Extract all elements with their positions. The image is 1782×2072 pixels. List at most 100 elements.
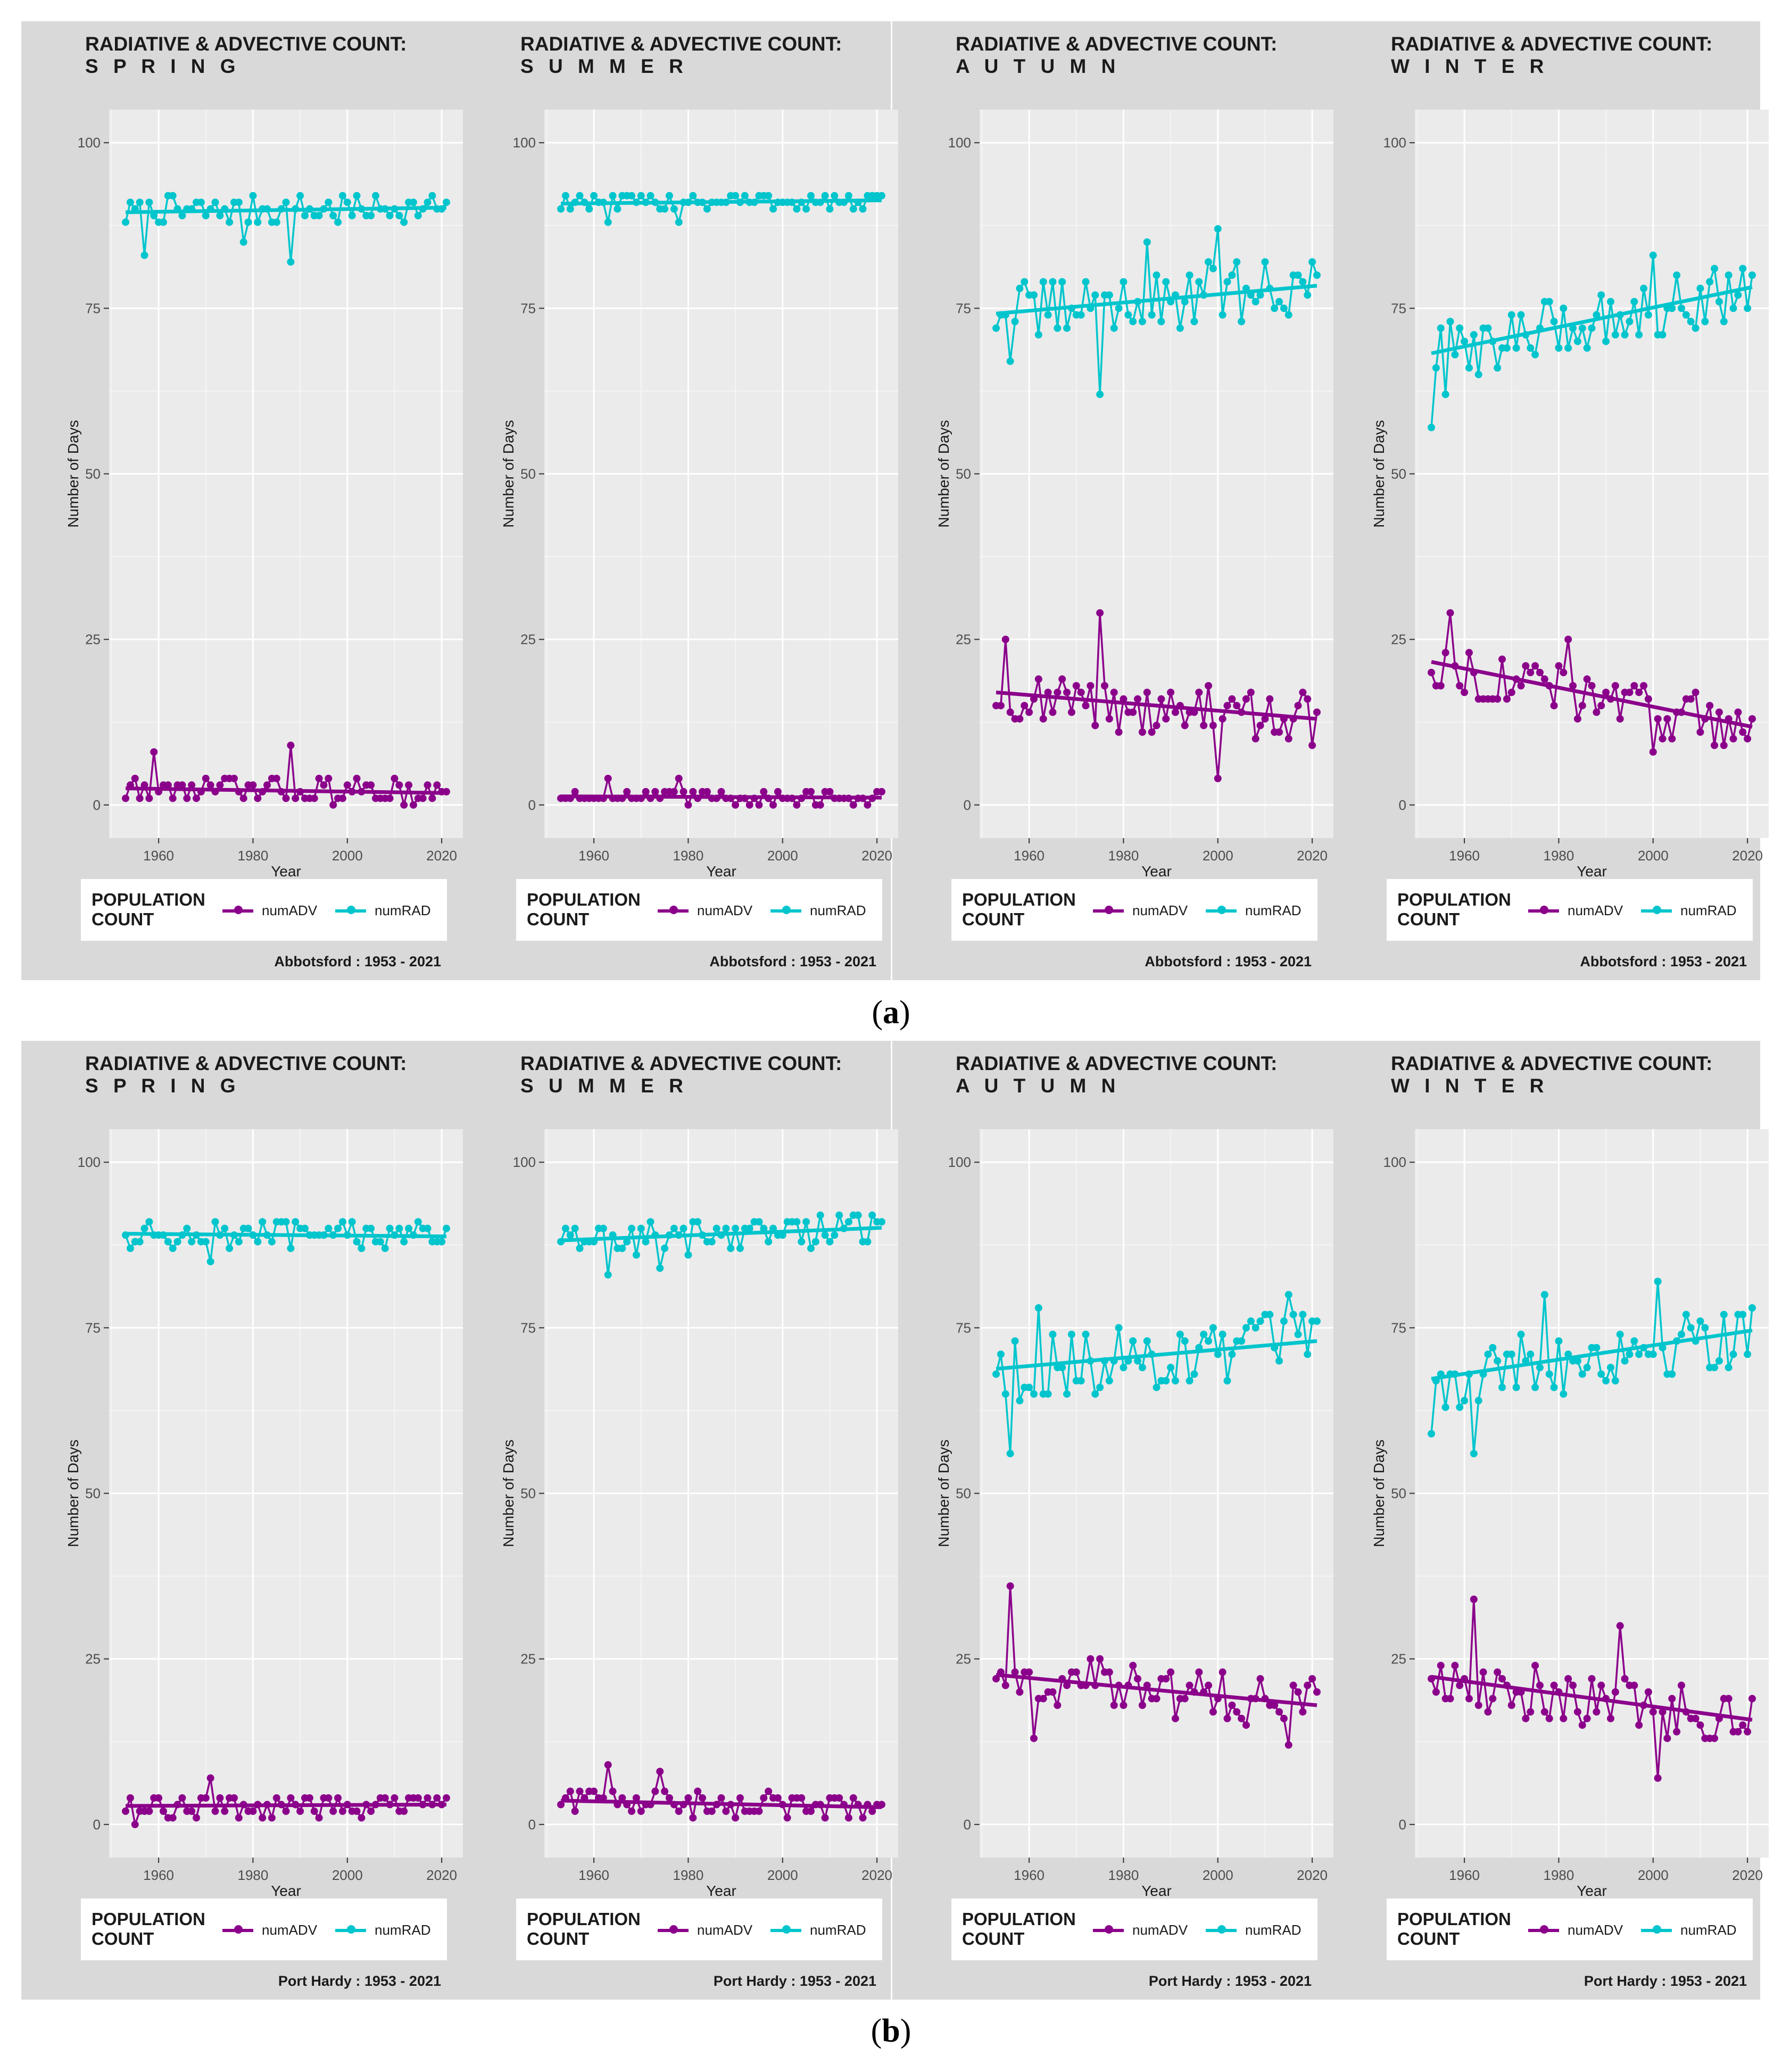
data-point-numRAD bbox=[1512, 344, 1520, 352]
legend: POPULATION COUNT numADV numRAD bbox=[516, 879, 882, 941]
data-point-numRAD bbox=[1044, 1390, 1052, 1398]
data-point-numRAD bbox=[1573, 1357, 1581, 1365]
data-point-numRAD bbox=[1701, 318, 1709, 326]
data-point-numADV bbox=[1209, 1708, 1217, 1716]
series-numRAD bbox=[1428, 1278, 1756, 1457]
x-tick-label: 1980 bbox=[238, 848, 269, 864]
x-tick-label: 2020 bbox=[426, 848, 457, 864]
data-point-numADV bbox=[1148, 728, 1156, 736]
station-caption: Abbotsford : 1953 - 2021 bbox=[1580, 954, 1747, 969]
data-point-numRAD bbox=[282, 1218, 290, 1226]
data-point-numADV bbox=[807, 788, 815, 795]
panel-title: RADIATIVE & ADVECTIVE COUNT: W I N T E R bbox=[1391, 33, 1712, 78]
data-point-numRAD bbox=[1748, 1304, 1756, 1312]
panel-title-line: RADIATIVE & ADVECTIVE COUNT: bbox=[85, 1052, 407, 1074]
data-point-numRAD bbox=[609, 192, 617, 200]
data-point-numRAD bbox=[1626, 318, 1634, 326]
data-point-numADV bbox=[1072, 1668, 1080, 1676]
data-point-numADV bbox=[1247, 689, 1255, 697]
data-point-numADV bbox=[1049, 708, 1057, 716]
data-point-numADV bbox=[623, 788, 631, 795]
data-point-numRAD bbox=[367, 212, 375, 220]
data-point-numRAD bbox=[1238, 318, 1246, 326]
y-tick-label: 100 bbox=[1383, 1154, 1406, 1170]
data-point-numADV bbox=[150, 748, 158, 756]
data-point-numADV bbox=[1054, 689, 1062, 697]
data-point-numRAD bbox=[216, 212, 224, 220]
data-point-numADV bbox=[1195, 1668, 1203, 1676]
data-point-numRAD bbox=[1550, 1383, 1558, 1391]
data-point-numRAD bbox=[183, 1224, 191, 1232]
data-point-numRAD bbox=[140, 1224, 148, 1232]
data-point-numADV bbox=[145, 1807, 153, 1815]
data-point-numADV bbox=[188, 781, 196, 789]
data-point-numADV bbox=[679, 788, 687, 795]
data-point-numADV bbox=[1077, 689, 1085, 697]
data-point-numRAD bbox=[1138, 318, 1146, 326]
data-point-numRAD bbox=[1644, 311, 1652, 319]
data-point-numRAD bbox=[145, 198, 153, 206]
data-point-numRAD bbox=[1744, 304, 1752, 312]
data-point-numRAD bbox=[343, 198, 351, 206]
data-point-numRAD bbox=[1157, 318, 1165, 326]
trend-line-numADV bbox=[560, 1799, 882, 1809]
panel-season-label: S U M M E R bbox=[520, 1075, 688, 1097]
chart-svg: 0 25 50 75 100 1960 1980 2000 2020 Year Number of … bbox=[65, 1129, 463, 1899]
legend-label: numRAD bbox=[810, 902, 866, 918]
data-point-numADV bbox=[769, 801, 777, 809]
data-point-numADV bbox=[178, 781, 186, 789]
data-point-numADV bbox=[1498, 655, 1506, 663]
data-point-numRAD bbox=[1550, 318, 1558, 326]
data-point-numADV bbox=[329, 1807, 337, 1815]
data-point-numADV bbox=[760, 788, 768, 795]
data-point-numADV bbox=[1284, 735, 1292, 743]
legend-title: POPULATION COUNT bbox=[962, 890, 1076, 929]
data-point-numRAD bbox=[590, 192, 598, 200]
data-point-numADV bbox=[1289, 1681, 1297, 1689]
data-point-numADV bbox=[1233, 702, 1241, 710]
data-point-numADV bbox=[1082, 702, 1090, 710]
data-point-numADV bbox=[765, 1787, 773, 1795]
x-tick-label: 2000 bbox=[332, 1867, 363, 1883]
data-point-numRAD bbox=[1711, 264, 1719, 272]
chart-svg: 0 25 50 75 100 1960 1980 2000 2020 Year Number of … bbox=[500, 1129, 898, 1899]
y-tick-label: 25 bbox=[956, 632, 971, 648]
data-point-numRAD bbox=[338, 1218, 346, 1226]
data-point-numADV bbox=[849, 801, 857, 809]
sub-label-b: (b) bbox=[871, 2013, 911, 2049]
data-point-numRAD bbox=[1138, 1364, 1146, 1372]
data-point-numRAD bbox=[292, 1218, 300, 1226]
data-point-numADV bbox=[315, 774, 323, 782]
legend-point-swatch bbox=[782, 906, 791, 914]
data-point-numRAD bbox=[1560, 1390, 1568, 1398]
data-point-numRAD bbox=[1186, 271, 1193, 279]
y-tick-label: 100 bbox=[78, 135, 101, 151]
data-point-numADV bbox=[1129, 708, 1137, 716]
data-point-numADV bbox=[1100, 682, 1108, 690]
data-point-numADV bbox=[1588, 682, 1596, 690]
data-point-numADV bbox=[1711, 741, 1719, 749]
panel-title-line: RADIATIVE & ADVECTIVE COUNT: bbox=[956, 1052, 1278, 1074]
data-point-numRAD bbox=[1313, 1317, 1321, 1325]
data-point-numRAD bbox=[1470, 331, 1478, 339]
data-point-numADV bbox=[1711, 1734, 1719, 1742]
data-point-numRAD bbox=[1209, 264, 1217, 272]
data-point-numRAD bbox=[1030, 291, 1038, 299]
y-tick-label: 50 bbox=[520, 466, 536, 482]
data-point-numADV bbox=[1494, 1668, 1502, 1676]
chart-svg: 0 25 50 75 100 1960 1980 2000 2020 Year Number of … bbox=[65, 110, 463, 880]
data-point-numRAD bbox=[745, 1224, 753, 1232]
legend-point-swatch bbox=[1217, 906, 1226, 914]
data-point-numADV bbox=[1313, 708, 1321, 716]
data-point-numRAD bbox=[1527, 344, 1535, 352]
y-tick-label: 100 bbox=[513, 1154, 536, 1170]
data-point-numRAD bbox=[409, 198, 417, 206]
x-tick-label: 2020 bbox=[861, 848, 892, 864]
data-point-numADV bbox=[835, 1794, 843, 1802]
data-point-numADV bbox=[1621, 1675, 1629, 1683]
data-point-numADV bbox=[1162, 715, 1170, 723]
data-point-numRAD bbox=[1531, 351, 1539, 359]
data-point-numRAD bbox=[1162, 278, 1170, 286]
y-tick-label: 0 bbox=[528, 1817, 536, 1833]
data-point-numRAD bbox=[353, 192, 361, 200]
